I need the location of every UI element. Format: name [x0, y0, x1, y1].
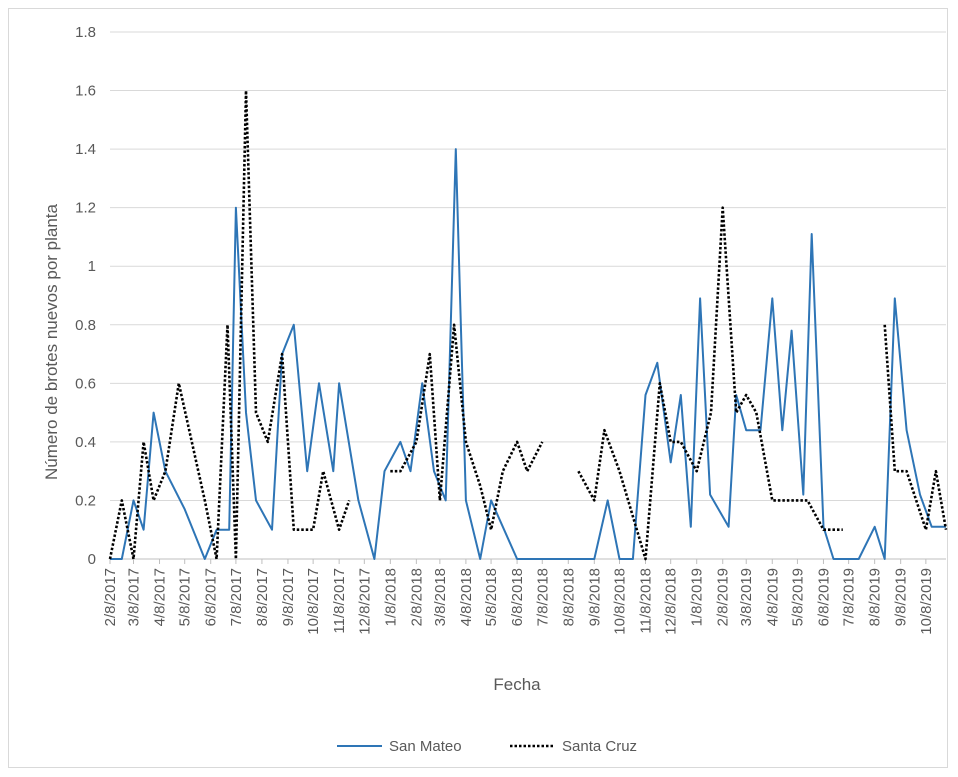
legend-label-san-mateo: San Mateo — [389, 738, 462, 755]
chart-frame — [8, 8, 948, 768]
x-tick-label: 1/8/2018 — [382, 568, 399, 626]
x-tick-label: 4/8/2017 — [152, 568, 169, 626]
x-tick-label: 10/8/2018 — [611, 568, 628, 635]
legend-item-santa-cruz: Santa Cruz — [510, 738, 637, 755]
x-tick-label: 8/8/2019 — [867, 568, 884, 626]
legend-label-santa-cruz: Santa Cruz — [562, 738, 637, 755]
y-tick-label: 1.6 — [75, 83, 96, 100]
y-tick-label: 1.4 — [75, 141, 96, 158]
y-axis-ticks: 0 0.2 0.4 0.6 0.8 1 1.2 1.4 1.6 1.8 — [75, 24, 96, 568]
legend-item-san-mateo: San Mateo — [337, 738, 462, 755]
x-tick-label: 4/8/2019 — [764, 568, 781, 626]
x-tick-label: 3/8/2018 — [432, 568, 449, 626]
x-tick-label: 2/8/2017 — [102, 568, 119, 626]
x-tick-label: 3/8/2019 — [738, 568, 755, 626]
x-tick-label: 2/8/2018 — [408, 568, 425, 626]
series-santa-cruz — [108, 89, 948, 561]
y-tick-label: 1.8 — [75, 24, 96, 41]
x-tick-label: 10/8/2019 — [918, 568, 935, 635]
x-axis-ticks: 2/8/2017 3/8/2017 4/8/2017 5/8/2017 6/8/2017… — [102, 559, 935, 635]
series-san-mateo — [110, 148, 946, 560]
x-tick-label: 10/8/2017 — [305, 568, 322, 635]
x-tick-label: 11/8/2017 — [331, 568, 348, 634]
y-tick-label: 0.4 — [75, 434, 96, 451]
x-tick-label: 11/8/2018 — [638, 568, 655, 634]
x-tick-label: 5/8/2017 — [177, 568, 194, 626]
x-tick-label: 1/8/2019 — [689, 568, 706, 626]
series-line-segment — [110, 148, 946, 560]
x-tick-label: 8/8/2018 — [560, 568, 577, 626]
x-tick-label: 8/8/2017 — [254, 568, 271, 626]
y-tick-label: 0.8 — [75, 317, 96, 334]
series-line-segment — [577, 206, 843, 561]
x-tick-label: 6/8/2019 — [815, 568, 832, 626]
x-tick-label: 9/8/2019 — [893, 568, 910, 626]
x-axis-title: Fecha — [493, 675, 541, 694]
series-lines — [108, 89, 948, 561]
x-tick-label: 5/8/2018 — [483, 568, 500, 626]
series-line-segment — [883, 324, 948, 532]
y-tick-label: 1 — [88, 258, 96, 275]
x-tick-label: 3/8/2017 — [126, 568, 143, 626]
x-tick-label: 6/8/2018 — [509, 568, 526, 626]
x-tick-label: 9/8/2018 — [586, 568, 603, 626]
y-tick-label: 1.2 — [75, 200, 96, 217]
x-tick-label: 9/8/2017 — [280, 568, 297, 626]
x-tick-label: 6/8/2017 — [203, 568, 220, 626]
y-axis-title: Número de brotes nuevos por planta — [42, 203, 61, 479]
x-tick-label: 4/8/2018 — [458, 568, 475, 626]
y-tick-label: 0 — [88, 551, 96, 568]
x-tick-label: 12/8/2018 — [663, 568, 680, 635]
y-tick-label: 0.6 — [75, 375, 96, 392]
x-tick-label: 2/8/2019 — [715, 568, 732, 626]
x-tick-label: 7/8/2018 — [534, 568, 551, 626]
x-tick-label: 7/8/2017 — [228, 568, 245, 626]
x-tick-label: 12/8/2017 — [356, 568, 373, 635]
y-tick-label: 0.2 — [75, 492, 96, 509]
legend: San Mateo Santa Cruz — [337, 738, 637, 755]
x-tick-label: 5/8/2019 — [789, 568, 806, 626]
x-tick-label: 7/8/2019 — [841, 568, 858, 626]
series-line-segment — [390, 323, 544, 532]
